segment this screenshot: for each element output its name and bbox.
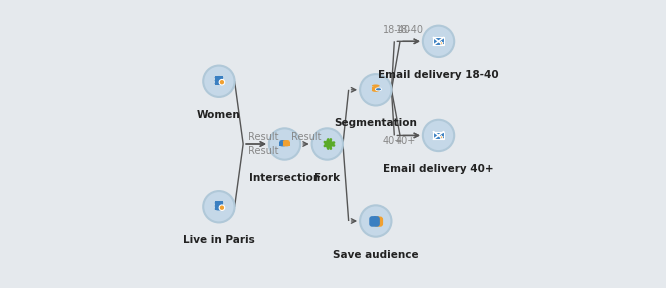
Ellipse shape xyxy=(279,140,286,143)
Polygon shape xyxy=(440,135,444,139)
FancyBboxPatch shape xyxy=(214,82,223,85)
FancyBboxPatch shape xyxy=(372,87,380,89)
FancyBboxPatch shape xyxy=(374,217,383,227)
Text: Result: Result xyxy=(248,132,278,142)
Text: Segmentation: Segmentation xyxy=(334,118,417,128)
Ellipse shape xyxy=(376,88,382,91)
Ellipse shape xyxy=(214,207,223,211)
FancyBboxPatch shape xyxy=(214,207,223,211)
Text: 40+: 40+ xyxy=(383,136,403,146)
Ellipse shape xyxy=(214,76,223,79)
Text: Women: Women xyxy=(197,110,241,120)
Text: Email delivery 18-40: Email delivery 18-40 xyxy=(378,70,499,80)
FancyBboxPatch shape xyxy=(434,132,444,139)
Circle shape xyxy=(373,216,377,220)
Text: Email delivery 40+: Email delivery 40+ xyxy=(383,164,494,174)
FancyBboxPatch shape xyxy=(279,142,286,144)
FancyBboxPatch shape xyxy=(369,216,380,227)
Circle shape xyxy=(360,74,392,105)
FancyBboxPatch shape xyxy=(214,79,223,82)
Text: Intersection: Intersection xyxy=(249,173,320,183)
FancyBboxPatch shape xyxy=(372,89,380,92)
Ellipse shape xyxy=(214,204,223,207)
FancyBboxPatch shape xyxy=(214,204,223,207)
Circle shape xyxy=(203,66,234,97)
FancyBboxPatch shape xyxy=(214,76,223,79)
Polygon shape xyxy=(440,41,444,45)
Circle shape xyxy=(423,120,454,151)
Circle shape xyxy=(312,128,343,160)
Ellipse shape xyxy=(372,87,380,90)
Ellipse shape xyxy=(372,84,380,87)
Text: 18-40: 18-40 xyxy=(383,25,411,35)
Ellipse shape xyxy=(282,144,290,146)
Circle shape xyxy=(360,205,392,237)
Circle shape xyxy=(269,128,300,160)
Ellipse shape xyxy=(214,82,223,85)
Text: Save audience: Save audience xyxy=(333,249,419,259)
Text: 18-40: 18-40 xyxy=(396,25,424,35)
Ellipse shape xyxy=(214,79,223,82)
FancyBboxPatch shape xyxy=(434,37,444,45)
FancyBboxPatch shape xyxy=(214,201,223,204)
Text: 40+: 40+ xyxy=(396,136,416,146)
FancyBboxPatch shape xyxy=(282,144,290,146)
Circle shape xyxy=(423,26,454,57)
Ellipse shape xyxy=(372,89,380,92)
FancyBboxPatch shape xyxy=(279,144,286,146)
Text: Live in Paris: Live in Paris xyxy=(183,235,255,245)
Circle shape xyxy=(219,205,224,211)
Circle shape xyxy=(219,79,224,85)
Ellipse shape xyxy=(279,144,286,146)
Text: Result: Result xyxy=(248,146,278,156)
Ellipse shape xyxy=(282,140,290,143)
Text: Result: Result xyxy=(290,132,321,142)
Circle shape xyxy=(376,216,380,220)
Circle shape xyxy=(203,191,234,222)
FancyBboxPatch shape xyxy=(282,142,290,144)
Ellipse shape xyxy=(214,201,223,204)
Text: Fork: Fork xyxy=(314,173,340,183)
